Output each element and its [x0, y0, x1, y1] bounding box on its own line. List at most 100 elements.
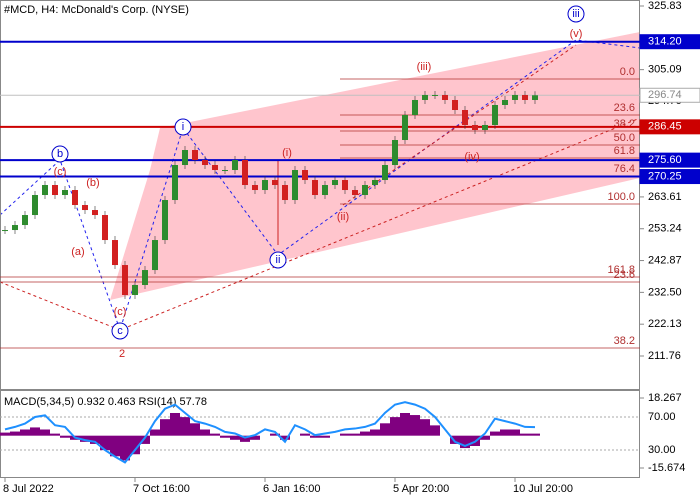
- fib-label: 23.6: [614, 269, 635, 281]
- y-tick-label: -15.674: [648, 462, 685, 474]
- macd-bar: [50, 433, 60, 436]
- x-tick-label: 6 Jan 16:00: [263, 483, 321, 495]
- macd-bar: [360, 431, 370, 436]
- wave-circle: [174, 118, 192, 136]
- y-tick-label: 18.267: [648, 392, 682, 404]
- candle: [262, 180, 268, 191]
- macd-bar: [250, 435, 260, 440]
- y-tick-label: 222.13: [648, 318, 682, 330]
- level-label: 270.25: [648, 170, 682, 182]
- candle: [172, 165, 178, 201]
- macd-bar: [340, 433, 350, 436]
- candle: [382, 165, 388, 181]
- candle: [472, 124, 478, 130]
- fib-label: 23.6: [614, 102, 635, 114]
- level-label-box: [639, 169, 700, 185]
- level-label: 314.20: [648, 36, 682, 48]
- macd-bar: [100, 435, 110, 451]
- macd-bar: [490, 431, 500, 436]
- wave-channel: [110, 32, 640, 300]
- macd-bar: [310, 435, 320, 438]
- macd-bar: [410, 415, 420, 436]
- macd-bar: [400, 412, 410, 436]
- candle: [52, 185, 58, 196]
- level-label: 286.45: [648, 121, 682, 133]
- candle: [142, 270, 148, 286]
- fib-label: 38.2: [614, 118, 635, 130]
- macd-bar: [90, 435, 100, 444]
- wave-circle: [269, 251, 287, 269]
- candle: [532, 95, 538, 100]
- macd-bar: [280, 435, 290, 440]
- wave-label: (b): [86, 177, 99, 189]
- candle: [192, 150, 198, 161]
- candle: [332, 180, 338, 186]
- macd-bar: [370, 429, 380, 436]
- macd-bar: [150, 429, 160, 436]
- wave-label: (iv): [464, 151, 479, 163]
- macd-bar: [140, 435, 150, 444]
- macd-bar: [390, 417, 400, 436]
- macd-bar: [10, 431, 20, 436]
- candle: [282, 185, 288, 201]
- candle: [312, 180, 318, 196]
- macd-bar: [450, 435, 460, 444]
- candle: [442, 94, 448, 100]
- wave-label: 2: [119, 348, 125, 360]
- level-label-box: [639, 119, 700, 135]
- candle: [402, 114, 408, 141]
- macd-bar: [240, 435, 250, 442]
- candle: [2, 230, 8, 232]
- macd-bar: [40, 429, 50, 436]
- candle: [62, 190, 68, 196]
- candle: [352, 190, 358, 196]
- candle: [162, 200, 168, 241]
- candle: [112, 240, 118, 266]
- chart-title: #MCD, H4: McDonald's Corp. (NYSE): [4, 4, 189, 16]
- macd-bar: [320, 435, 330, 438]
- y2-tick-label: 70.00: [648, 411, 676, 423]
- x-tick-label: 8 Jul 2022: [3, 483, 54, 495]
- wave-circle: [567, 5, 585, 23]
- x-tick-label: 7 Oct 16:00: [133, 483, 190, 495]
- candle: [452, 99, 458, 110]
- candle: [92, 210, 98, 216]
- macd-bar: [20, 429, 30, 436]
- wave-label: (c): [54, 166, 67, 178]
- fib-label: 100.0: [607, 191, 635, 203]
- candle: [22, 215, 28, 226]
- wave-circle: [51, 145, 69, 163]
- y-tick-label: 325.83: [648, 0, 682, 12]
- macd-bar: [190, 423, 200, 436]
- candle: [342, 180, 348, 191]
- wave-label: (v): [570, 28, 583, 40]
- indicator-title: MACD(5,34,5) 0.932 0.463 RSI(14) 57.78: [4, 396, 207, 408]
- candle: [372, 180, 378, 186]
- candle: [322, 185, 328, 196]
- wave-label: (ii): [337, 211, 349, 223]
- wave-label: b: [57, 148, 63, 160]
- candle: [242, 160, 248, 186]
- level-label-box: [639, 34, 700, 50]
- macd-bar: [380, 423, 390, 436]
- macd-bar: [0, 432, 10, 436]
- price-panel-border: [0, 0, 640, 390]
- macd-bar: [130, 435, 140, 455]
- macd-bar: [210, 433, 220, 436]
- y-tick-label: 253.24: [648, 223, 682, 235]
- wave-circle: [111, 322, 129, 340]
- macd-bar: [270, 433, 280, 436]
- macd-bar: [420, 419, 430, 436]
- candle: [42, 185, 48, 196]
- candle: [412, 99, 418, 115]
- candle: [82, 205, 88, 211]
- macd-bar: [510, 429, 520, 436]
- macd-bar: [300, 433, 310, 436]
- fib-label: 161.8: [607, 264, 635, 276]
- candle: [252, 185, 258, 191]
- macd-bar: [60, 435, 70, 438]
- candle: [502, 99, 508, 105]
- candle: [292, 170, 298, 201]
- candle: [222, 170, 228, 172]
